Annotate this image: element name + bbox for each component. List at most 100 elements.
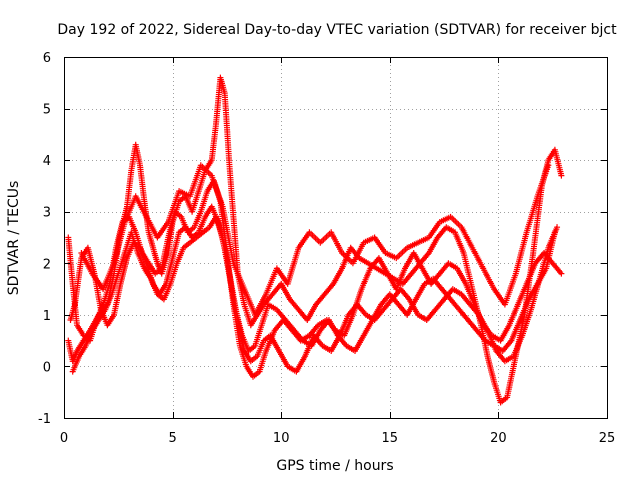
- data-point-segment: [415, 235, 431, 246]
- data-point-segment: [397, 286, 412, 301]
- y-tick-label: 4: [43, 154, 51, 169]
- data-point: [558, 172, 565, 179]
- data-point-segment: [100, 283, 112, 308]
- data-point-segment: [252, 324, 264, 349]
- data-point-segment: [187, 164, 204, 200]
- data-point-segment: [273, 306, 288, 322]
- data-point-segment: [241, 286, 258, 316]
- data-point-segment: [447, 296, 462, 312]
- x-tick-label: 10: [273, 431, 290, 446]
- data-point-segment: [525, 282, 540, 303]
- data-point-segment: [254, 339, 266, 360]
- data-point-segment: [299, 337, 313, 348]
- data-point-segment: [197, 162, 214, 178]
- y-tick-label: 1: [43, 309, 51, 324]
- data-point-segment: [191, 210, 203, 231]
- y-tick-label: 5: [43, 103, 51, 118]
- data-point-segment: [134, 250, 147, 270]
- data-point-segment: [95, 308, 108, 323]
- data-point-segment: [165, 210, 178, 241]
- data-point-segment: [467, 301, 481, 317]
- data-point-segment: [393, 246, 409, 262]
- data-point-segment: [423, 308, 438, 323]
- data-point-segment: [354, 301, 368, 317]
- data-point-segment: [137, 244, 149, 265]
- data-point-segment: [534, 267, 549, 287]
- data-point-segment: [399, 272, 414, 287]
- data-point-segment: [102, 293, 114, 313]
- data-point-segment: [517, 298, 531, 323]
- data-point-segment: [436, 214, 452, 225]
- data-point-segment: [510, 334, 525, 360]
- data-point-segment: [239, 332, 251, 352]
- data-point-segment: [221, 90, 232, 161]
- y-tick-label: -1: [38, 412, 51, 427]
- chart-title: Day 192 of 2022, Sidereal Day-to-day VTE…: [57, 22, 617, 38]
- data-point-segment: [306, 323, 320, 339]
- data-point-segment: [65, 234, 76, 285]
- data-point-segment: [250, 369, 261, 380]
- data-point-segment: [410, 250, 425, 270]
- data-point-segment: [245, 344, 257, 354]
- data-point-segment: [208, 123, 219, 164]
- data-point-segment: [84, 244, 97, 275]
- data-point: [554, 224, 561, 231]
- data-point-segment: [137, 162, 148, 203]
- data-point-segment: [234, 270, 247, 306]
- data-point-segment: [445, 260, 459, 271]
- data-point-segment: [334, 332, 349, 348]
- data-point-segment: [308, 329, 323, 349]
- data-point-segment: [475, 311, 490, 332]
- data-point-segment: [458, 291, 472, 307]
- data-point-segment: [341, 313, 356, 339]
- data-point-segment: [512, 231, 530, 277]
- data-point-segment: [404, 240, 420, 251]
- data-point-segment: [154, 220, 170, 241]
- data-point: [558, 270, 565, 277]
- data-point-segment: [371, 234, 388, 255]
- data-point-segment: [462, 280, 477, 306]
- data-point-segment: [104, 313, 116, 329]
- data-point-segment: [121, 195, 138, 225]
- data-point-segment: [432, 297, 446, 313]
- series-track-5: [78, 162, 552, 318]
- data-point-segment: [195, 215, 208, 236]
- data-point-segment: [313, 292, 327, 308]
- data-point-segment: [360, 235, 376, 246]
- data-point-segment: [252, 293, 268, 318]
- data-point-segment: [124, 169, 135, 210]
- data-point-segment: [141, 265, 153, 280]
- data-point-segment: [321, 282, 336, 298]
- data-point-segment: [375, 255, 390, 275]
- data-point-segment: [208, 172, 225, 208]
- data-point-segment: [126, 213, 138, 234]
- y-tick-label: 3: [43, 206, 51, 221]
- data-point: [551, 229, 558, 236]
- data-point-segment: [291, 327, 305, 343]
- data-point-segment: [447, 213, 463, 229]
- x-tick-label: 25: [599, 431, 616, 446]
- data-point-segment: [456, 306, 470, 322]
- data-point-segment: [189, 230, 200, 241]
- data-point-segment: [226, 157, 237, 218]
- data-point-segment: [226, 270, 239, 311]
- data-point-segment: [286, 296, 301, 312]
- data-point-segment: [551, 146, 564, 177]
- data-point-segment: [382, 250, 398, 261]
- data-point-segment: [482, 337, 496, 348]
- x-tick-label: 0: [60, 431, 68, 446]
- data-point-segment: [358, 267, 373, 293]
- data-point-segment: [260, 292, 275, 308]
- data-point-segment: [193, 230, 205, 241]
- data-point-segment: [69, 349, 80, 365]
- data-point-segment: [167, 262, 180, 287]
- data-point-segment: [169, 231, 182, 262]
- data-point-segment: [76, 344, 88, 360]
- data-point-segment: [158, 236, 171, 272]
- data-point-segment: [306, 229, 322, 245]
- data-point-segment: [128, 229, 141, 254]
- data-point-segment: [501, 354, 515, 365]
- data-point-segment: [523, 262, 538, 287]
- data-point-segment: [480, 265, 497, 291]
